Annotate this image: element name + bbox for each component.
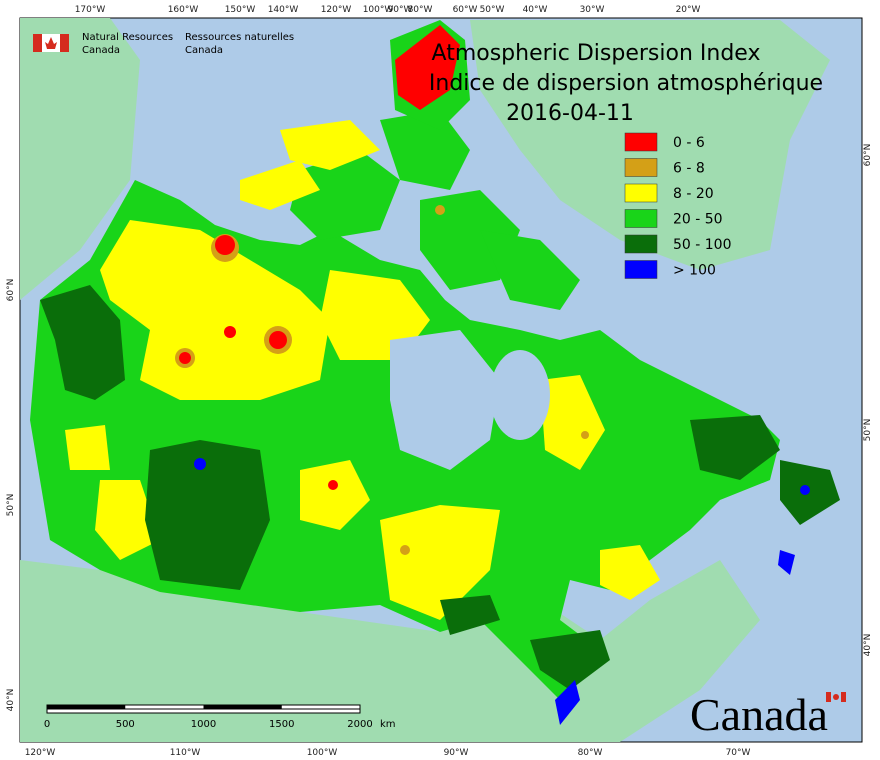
legend-swatch — [624, 260, 658, 279]
nrcan-signature: Natural Resources Canada Ressources natu… — [33, 32, 294, 56]
scale-unit: km — [380, 719, 396, 730]
title-fr: Indice de dispersion atmosphérique — [429, 71, 823, 96]
island — [380, 110, 470, 190]
graticule-top: 100°W — [363, 5, 394, 15]
alaska — [20, 18, 140, 300]
graticule-left: 50°N — [6, 494, 16, 517]
wordmark-flag — [826, 692, 831, 702]
legend-label: 50 - 100 — [673, 237, 732, 253]
legend-swatch — [624, 158, 658, 177]
graticule-top: 50°W — [480, 5, 505, 15]
legend-swatch — [624, 132, 658, 152]
legend-label: 8 - 20 — [673, 186, 714, 202]
canada-wordmark: Canada — [690, 689, 846, 740]
graticule-right: 50°N — [863, 419, 873, 442]
island — [240, 160, 320, 210]
scale-label: 1500 — [269, 719, 294, 730]
zone-darkgreen — [440, 595, 500, 635]
graticule-bottom: 70°W — [726, 748, 751, 758]
zone-darkgreen — [530, 630, 610, 690]
legend-swatch — [624, 183, 658, 203]
graticule-right: 40°N — [863, 634, 873, 657]
graticule-left: 60°N — [6, 279, 16, 302]
map-frame — [19, 17, 863, 743]
graticule-left: 40°N — [6, 689, 16, 712]
title-en: Atmospheric Dispersion Index — [432, 41, 761, 66]
legend: 0 - 6 6 - 8 8 - 20 20 - 50 50 - 100 > 100 — [624, 132, 732, 279]
scale-segment — [203, 705, 282, 709]
maple-leaf — [45, 37, 57, 49]
agency-fr: Ressources naturelles — [185, 32, 294, 43]
zone-yellow — [300, 460, 370, 530]
graticule-top: 40°W — [523, 5, 548, 15]
ellesmere-red — [395, 25, 460, 110]
graticule-bottom: 80°W — [578, 748, 603, 758]
island — [290, 150, 400, 240]
graticule-top: 140°W — [268, 5, 299, 15]
scale-label: 500 — [116, 719, 135, 730]
hudson-bay — [390, 330, 500, 470]
flag-bar — [33, 34, 42, 52]
graticule-top: 170°W — [75, 5, 106, 15]
agency-en: Canada — [82, 45, 120, 56]
zone-yellow — [95, 480, 160, 560]
agency-fr: Canada — [185, 45, 223, 56]
wordmark: Canada — [690, 689, 828, 740]
zone-darkgreen — [690, 415, 780, 480]
graticule-top: 80°W — [408, 5, 433, 15]
graticule-top: 120°W — [321, 5, 352, 15]
graticule-top: 60°W — [453, 5, 478, 15]
zone-yellow — [540, 375, 605, 470]
graticule-bottom: 110°W — [170, 748, 201, 758]
wordmark-flag — [841, 692, 846, 702]
graticule-bottom: 120°W — [25, 748, 56, 758]
scale-label: 0 — [44, 719, 50, 730]
zone-yellow — [380, 505, 500, 620]
graticule-right: 60°N — [863, 144, 873, 167]
graticule-top: 30°W — [580, 5, 605, 15]
flag-bar — [60, 34, 69, 52]
graticule-top: 90°W — [388, 5, 413, 15]
wordmark-leaf — [833, 694, 839, 700]
james-bay — [490, 350, 550, 440]
graticule-top: 20°W — [676, 5, 701, 15]
zone-yellow — [100, 220, 330, 400]
scale-label: 2000 — [347, 719, 372, 730]
legend-label: 20 - 50 — [673, 212, 723, 228]
baffin-island — [480, 230, 580, 310]
scale-segment — [47, 705, 126, 709]
zone-darkgreen — [145, 440, 270, 590]
graticule-bottom: 90°W — [444, 748, 469, 758]
scale-bar: 0 500 1000 1500 2000 km — [44, 704, 396, 730]
graticule-labels: 170°W 160°W 150°W 140°W 120°W 100°W90°W80°W 60… — [6, 5, 873, 758]
zone-darkgreen — [40, 285, 125, 400]
island — [280, 120, 380, 170]
graticule-top: 160°W — [168, 5, 199, 15]
graticule-top: 150°W — [225, 5, 256, 15]
zone-yellow — [65, 425, 110, 470]
legend-swatch — [624, 209, 658, 228]
legend-label: 0 - 6 — [673, 135, 705, 151]
zone-yellow — [600, 545, 660, 600]
legend-swatch — [624, 234, 658, 254]
zone-yellow — [320, 270, 430, 360]
agency-en: Natural Resources — [82, 32, 173, 43]
title-date: 2016-04-11 — [506, 101, 634, 126]
legend-label: > 100 — [673, 263, 716, 279]
zone-darkgreen — [780, 460, 840, 525]
legend-label: 6 - 8 — [673, 161, 705, 177]
graticule-bottom: 100°W — [307, 748, 338, 758]
scale-label: 1000 — [191, 719, 216, 730]
spots — [175, 205, 810, 725]
